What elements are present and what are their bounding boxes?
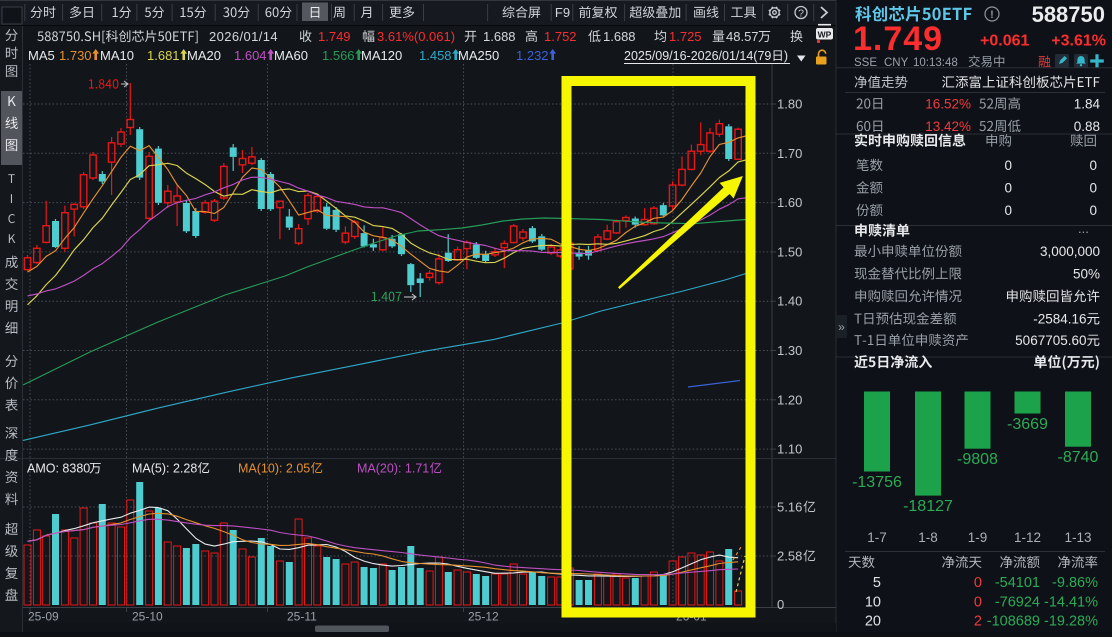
svg-text:-54101: -54101	[995, 575, 1040, 591]
svg-text:48.57: 48.57	[726, 29, 759, 44]
svg-text:-8740: -8740	[1058, 449, 1099, 466]
svg-text:MA(20): 1.71: MA(20): 1.71	[357, 462, 429, 476]
svg-text:-13756: -13756	[852, 474, 902, 491]
svg-text:25-10: 25-10	[132, 610, 163, 624]
svg-text:5: 5	[873, 575, 881, 591]
svg-text:1.749: 1.749	[318, 29, 351, 44]
svg-text:MA(5): 2.28: MA(5): 2.28	[132, 462, 197, 476]
svg-text:1.20: 1.20	[777, 392, 802, 407]
svg-text:-3669: -3669	[1007, 416, 1048, 433]
svg-text:1.232: 1.232	[516, 48, 549, 63]
svg-text:-9.86%: -9.86%	[1052, 575, 1098, 591]
svg-text:1-12: 1-12	[1014, 530, 1041, 545]
svg-text:2: 2	[974, 614, 982, 630]
svg-text:1.80: 1.80	[777, 97, 802, 112]
svg-text:0: 0	[1004, 181, 1012, 196]
svg-text:1.688: 1.688	[603, 29, 636, 44]
svg-text:0: 0	[1089, 181, 1097, 196]
svg-text:F9: F9	[555, 5, 570, 20]
svg-text:1.730: 1.730	[59, 48, 92, 63]
svg-text:MA5: MA5	[28, 48, 55, 63]
svg-text:1.752: 1.752	[544, 29, 577, 44]
svg-text:): )	[784, 49, 788, 63]
svg-text:5.16: 5.16	[777, 500, 802, 515]
svg-text:MA10: MA10	[100, 48, 134, 63]
svg-text:13.42%: 13.42%	[925, 119, 971, 134]
svg-text:1.566: 1.566	[322, 48, 355, 63]
svg-text:?: ?	[798, 8, 804, 20]
svg-text:1-7: 1-7	[867, 530, 887, 545]
svg-text:16.52%: 16.52%	[925, 97, 971, 112]
svg-text:1.60: 1.60	[777, 195, 802, 210]
svg-text:1.70: 1.70	[777, 146, 802, 161]
svg-text:-19.28%: -19.28%	[1044, 614, 1098, 630]
svg-text:10: 10	[865, 595, 881, 611]
svg-text:3.61%(0.061): 3.61%(0.061)	[377, 29, 455, 44]
svg-text:1.40: 1.40	[777, 294, 802, 309]
svg-text:!: !	[990, 9, 994, 21]
svg-text:MA60: MA60	[274, 48, 308, 63]
svg-text:2026/01/14: 2026/01/14	[209, 29, 278, 44]
svg-text:-18127: -18127	[903, 498, 953, 515]
svg-text:0: 0	[777, 597, 784, 612]
svg-text:1.688: 1.688	[483, 29, 516, 44]
svg-text:»: »	[838, 320, 845, 334]
svg-text:1.84: 1.84	[1074, 97, 1101, 112]
svg-text:-2584.16: -2584.16	[1033, 312, 1086, 327]
svg-text:0: 0	[1004, 203, 1012, 218]
svg-text:+0.061: +0.061	[980, 33, 1029, 50]
svg-text:MA20: MA20	[187, 48, 221, 63]
svg-text:MA250: MA250	[458, 48, 499, 63]
svg-text:3,000,000: 3,000,000	[1040, 244, 1100, 259]
svg-text:SSE: SSE	[854, 57, 877, 69]
svg-text:MA120: MA120	[361, 48, 402, 63]
svg-text:0.88: 0.88	[1074, 119, 1100, 134]
svg-text:0: 0	[974, 595, 982, 611]
svg-text:-9808: -9808	[957, 451, 998, 468]
svg-text:25-09: 25-09	[28, 610, 59, 624]
svg-text:1.604: 1.604	[234, 48, 267, 63]
svg-text:588750: 588750	[1032, 2, 1105, 27]
svg-text:25-11: 25-11	[287, 610, 317, 624]
svg-text:1-9: 1-9	[968, 530, 988, 545]
svg-text:CNY: CNY	[884, 57, 909, 69]
svg-text:-76924: -76924	[995, 595, 1040, 611]
svg-text:AMO: 8380: AMO: 8380	[27, 462, 90, 476]
svg-text:...: ...	[1078, 221, 1089, 236]
svg-text:+3.61%: +3.61%	[1051, 33, 1106, 50]
svg-text:0: 0	[1089, 158, 1097, 173]
svg-text:1.458: 1.458	[419, 48, 452, 63]
svg-text:2.58: 2.58	[777, 549, 802, 564]
svg-text:1.725: 1.725	[669, 29, 702, 44]
svg-text:1-13: 1-13	[1064, 530, 1091, 545]
svg-text:1.50: 1.50	[777, 244, 802, 259]
svg-text:20: 20	[865, 614, 881, 630]
svg-text:2025/09/16-2026/01/14(79: 2025/09/16-2026/01/14(79	[624, 49, 771, 63]
svg-text:50%: 50%	[1073, 267, 1100, 282]
svg-text:MA(10): 2.05: MA(10): 2.05	[238, 462, 310, 476]
svg-text:1.749: 1.749	[853, 20, 943, 58]
svg-text:1.10: 1.10	[777, 442, 802, 457]
svg-text:-14.41%: -14.41%	[1044, 595, 1098, 611]
svg-text:1-8: 1-8	[918, 530, 938, 545]
svg-text:5067705.60: 5067705.60	[1015, 333, 1086, 348]
svg-text:0: 0	[974, 575, 982, 591]
svg-text:25-12: 25-12	[468, 610, 499, 624]
svg-text:0: 0	[1089, 203, 1097, 218]
svg-text:WP: WP	[818, 30, 832, 40]
svg-text:0: 0	[1004, 158, 1012, 173]
svg-text:1.681: 1.681	[147, 48, 180, 63]
svg-text:10:13:48: 10:13:48	[913, 57, 958, 69]
svg-text:-108689: -108689	[987, 614, 1040, 630]
svg-text:1.30: 1.30	[777, 343, 802, 358]
